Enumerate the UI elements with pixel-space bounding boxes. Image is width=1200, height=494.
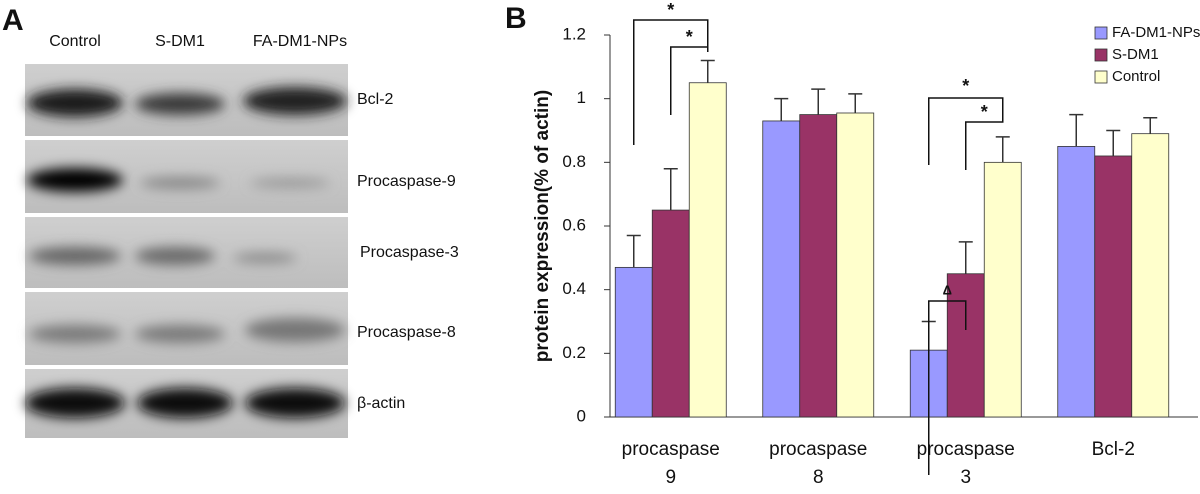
lane-label: FA-DM1-NPs [253,33,347,50]
significance-label: * [981,102,988,122]
significance-label: Δ [943,282,952,297]
bar [836,112,875,418]
y-tick-label: 0 [577,406,586,425]
error-bar [958,241,973,274]
significance-label: * [686,27,693,47]
bar [983,161,1022,418]
significance-bracket [928,300,967,475]
error-bar [663,167,678,211]
error-bar [1106,129,1121,156]
legend-label: S-DM1 [1112,46,1159,63]
y-tick-label: 1.2 [562,24,586,43]
bar [1094,155,1133,418]
significance-bracket [965,113,1004,170]
y-tick-label: 0.2 [562,343,586,362]
error-bar [848,93,863,113]
error-bar [700,59,715,83]
y-axis-title: protein expression(% of actin) [532,90,553,362]
bar [762,120,801,418]
protein-label: β-actin [357,395,405,412]
bar [799,114,838,418]
bar [946,273,985,418]
lane-label: S-DM1 [155,33,205,50]
bar [1057,146,1096,418]
y-tick-label: 1 [577,88,586,107]
y-tick-label: 0.4 [562,279,586,298]
legend-swatch [1094,26,1108,40]
error-bar [1143,117,1158,134]
bands [25,87,347,418]
x-tick-label: Bcl-2 [1092,439,1135,460]
legend-swatch [1094,70,1108,84]
y-tick-label: 0.8 [562,152,586,171]
bar [614,266,653,418]
bar [1131,133,1170,418]
protein-label: Procaspase-3 [360,244,459,261]
protein-label: Bcl-2 [357,91,394,108]
panel-label: B [505,2,527,35]
western-blot-panel: A Control S-DM1 FA-DM1-NPs [2,4,459,438]
significance-bracket [928,97,1004,165]
x-tick-label: procaspase 3 [917,439,1015,488]
panel-label: A [2,4,24,37]
y-tick-label: 0.6 [562,215,586,234]
significance-bracket [633,19,709,145]
significance-label: * [667,0,674,20]
error-bar [995,136,1010,163]
error-bar [774,97,789,121]
error-bar [1069,113,1084,147]
legend-swatch [1094,48,1108,62]
bar [651,209,690,418]
significance-bracket [670,46,709,115]
error-bar [811,88,826,115]
x-tick-label: procaspase 8 [769,439,867,488]
significance-label: * [962,76,969,96]
bar-chart: B protein expression(% of actin) 0 0.2 0.4… [505,0,1200,488]
error-bar [626,234,641,268]
protein-label: Procaspase-9 [357,173,456,190]
x-tick-label: procaspase 9 [622,439,720,488]
legend-label: Control [1112,68,1160,85]
lane-label: Control [49,33,101,50]
bar [688,82,727,418]
legend-label: FA-DM1-NPs [1112,24,1200,41]
protein-label: Procaspase-8 [357,324,456,341]
